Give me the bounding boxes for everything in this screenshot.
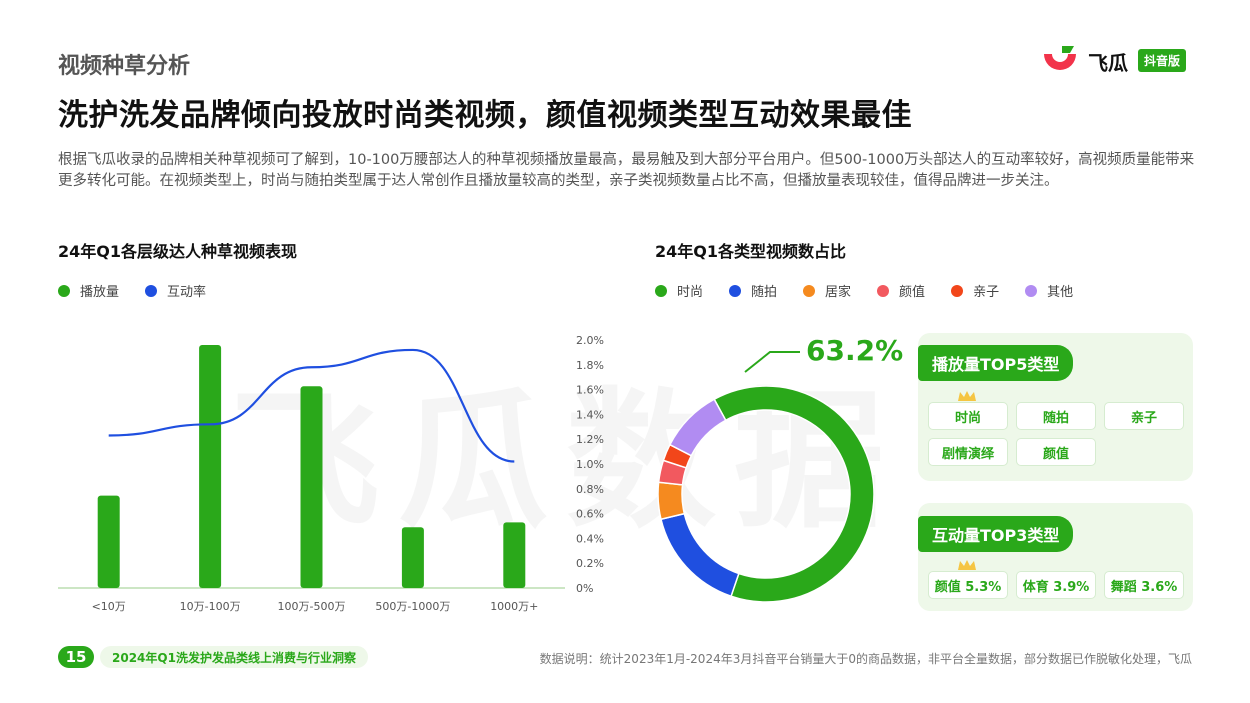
donut-slice xyxy=(668,398,727,457)
y2-tick-label: 0.4% xyxy=(576,532,604,545)
logo-text: 飞瓜 xyxy=(1088,51,1128,75)
donut-chart-legend: 时尚 随拍 居家 颜值 亲子 其他 xyxy=(655,281,1099,300)
legend-item: 时尚 xyxy=(655,281,703,300)
play-top-chip: 亲子 xyxy=(1104,402,1184,430)
bar xyxy=(300,386,323,588)
play-top-chip: 剧情演绎 xyxy=(928,438,1008,466)
x-tick-label: 500万-1000万 xyxy=(375,600,450,613)
legend-dot xyxy=(1025,284,1038,297)
bar xyxy=(503,522,526,588)
y2-tick-label: 1.4% xyxy=(576,408,604,421)
donut-chart-title: 24年Q1各类型视频数占比 xyxy=(655,242,847,261)
report-title: 2024年Q1洗发护发品类线上消费与行业洞察 xyxy=(100,646,368,668)
interact-top-chip: 舞蹈 3.6% xyxy=(1104,571,1184,599)
play-top5-title: 播放量TOP5类型 xyxy=(918,345,1074,381)
section-label: 视频种草分析 xyxy=(58,54,191,79)
callout-line xyxy=(744,351,800,373)
x-tick-label: 100万-500万 xyxy=(278,600,346,613)
legend-dot xyxy=(729,284,742,297)
y2-tick-label: 1.0% xyxy=(576,458,604,471)
data-note: 数据说明：统计2023年1月-2024年3月抖音平台销量大于0的商品数据，非平台… xyxy=(539,652,1192,666)
legend-item-interaction: 互动率 xyxy=(145,281,206,300)
y2-tick-label: 0% xyxy=(576,582,593,595)
y2-tick-label: 0.2% xyxy=(576,557,604,570)
intro-paragraph: 根据飞瓜收录的品牌相关种草视频可了解到，10-100万腰部达人的种草视频播放量最… xyxy=(58,152,1195,189)
play-top-chip: 时尚 xyxy=(928,402,1008,430)
feigua-logo-icon xyxy=(1044,46,1076,70)
legend-dot xyxy=(145,284,158,297)
y2-tick-label: 1.2% xyxy=(576,433,604,446)
bar xyxy=(199,345,222,588)
donut-slice xyxy=(713,385,875,603)
bar xyxy=(97,495,120,588)
play-top-chip: 随拍 xyxy=(1016,402,1096,430)
interact-top3-title: 互动量TOP3类型 xyxy=(918,516,1074,552)
legend-item: 其他 xyxy=(1025,281,1073,300)
legend-label: 居家 xyxy=(825,285,852,300)
legend-item: 颜值 xyxy=(877,281,925,300)
donut-slice xyxy=(657,481,686,521)
y2-tick-label: 1.6% xyxy=(576,384,604,397)
legend-item: 随拍 xyxy=(729,281,777,300)
legend-label: 亲子 xyxy=(973,285,1000,300)
legend-item-play: 播放量 xyxy=(58,281,119,300)
legend-dot xyxy=(803,284,816,297)
y2-tick-label: 1.8% xyxy=(576,359,604,372)
crown-icon xyxy=(958,560,976,570)
interact-top-chip: 体育 3.9% xyxy=(1016,571,1096,599)
interaction-rate-line xyxy=(108,348,515,463)
legend-label: 互动率 xyxy=(167,285,207,300)
donut-highlight-label: 63.2% xyxy=(806,334,904,367)
legend-dot xyxy=(58,284,70,297)
legend-label: 时尚 xyxy=(677,285,704,300)
y2-tick-label: 0.8% xyxy=(576,483,604,496)
interact-top-chip: 颜值 5.3% xyxy=(928,571,1008,599)
y2-tick-label: 2.0% xyxy=(576,334,604,347)
bar xyxy=(401,527,424,588)
x-tick-label: <10万 xyxy=(92,600,126,613)
legend-label: 随拍 xyxy=(751,285,778,300)
bar-chart-legend: 播放量 互动率 xyxy=(58,281,232,300)
x-tick-label: 1000万+ xyxy=(490,600,538,613)
legend-dot xyxy=(655,284,667,297)
bar-chart-title: 24年Q1各层级达人种草视频表现 xyxy=(58,242,298,261)
legend-item: 居家 xyxy=(803,281,851,300)
legend-dot xyxy=(951,284,964,297)
legend-item: 亲子 xyxy=(951,281,999,300)
page-number: 15 xyxy=(58,646,94,668)
page-title: 洗护洗发品牌倾向投放时尚类视频，颜值视频类型互动效果最佳 xyxy=(58,98,912,133)
x-tick-label: 10万-100万 xyxy=(180,600,241,613)
y2-tick-label: 0.6% xyxy=(576,508,604,521)
play-top-chip: 颜值 xyxy=(1016,438,1096,466)
legend-label: 颜值 xyxy=(899,285,926,300)
crown-icon xyxy=(958,391,976,401)
legend-label: 播放量 xyxy=(80,285,120,300)
legend-label: 其他 xyxy=(1047,285,1074,300)
donut-slice xyxy=(660,512,740,598)
legend-dot xyxy=(877,284,890,297)
logo-badge: 抖音版 xyxy=(1138,49,1187,72)
